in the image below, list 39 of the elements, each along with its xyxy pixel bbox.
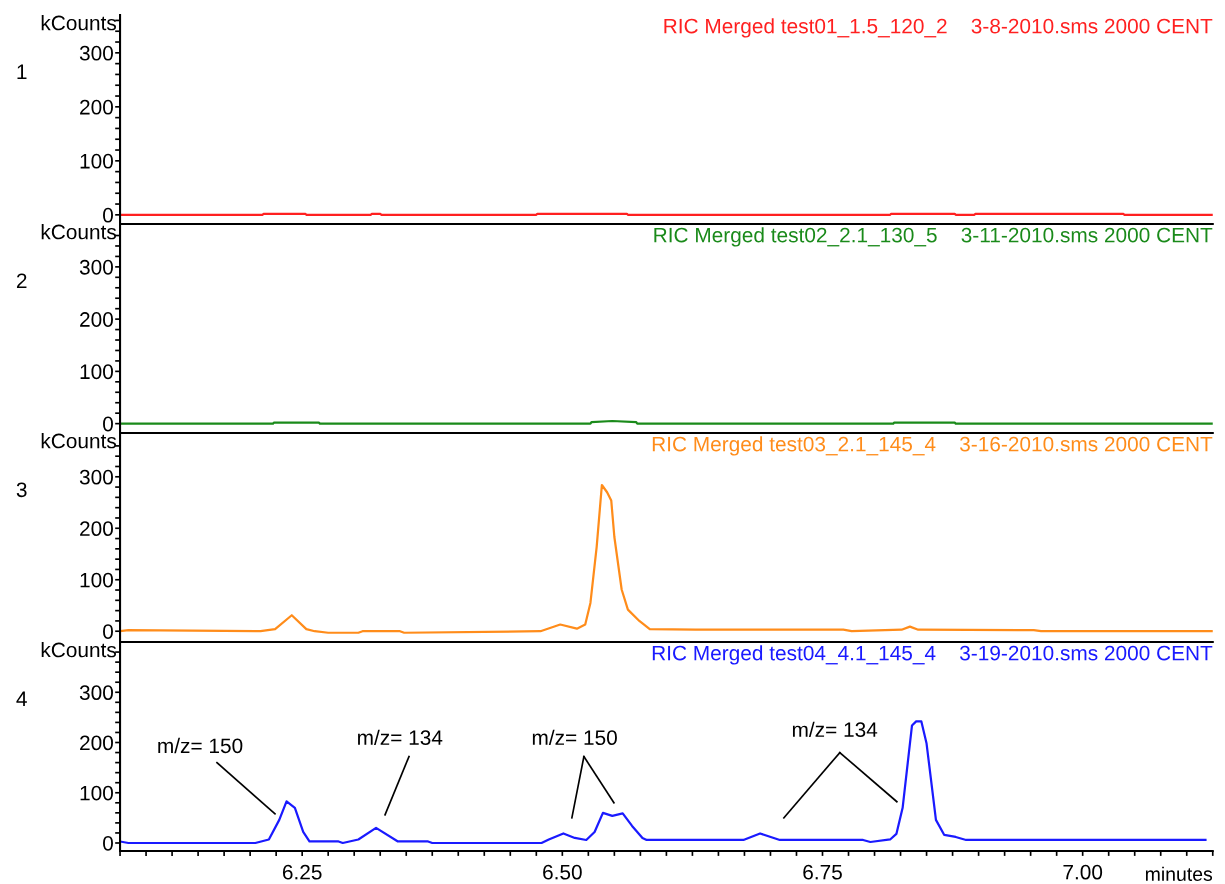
y-tick-label: 300 [79,45,113,61]
y-tick-label: 300 [79,685,113,701]
text: 4 [16,691,27,706]
y-axis-title: kCounts [41,433,117,449]
annotation: m/z= 150 [158,737,243,754]
y-tick-label: 100 [80,785,113,801]
chart-title: RIC Merged test04_4.1_145_4 3-19-2010.sms 2000 CENT [652,645,1213,665]
chart-title: RIC Merged test01_1.5_120_2 3-8-2010.sms 2000 CENT [664,18,1213,38]
y-tick-label: 200 [80,735,113,751]
x-tick-label: 6.50 [543,864,582,880]
line-series [120,483,1213,634]
x-tick-label: 7.00 [1063,864,1103,880]
y-axis-title: kCounts [41,224,117,240]
annotation: m/z= 134 [358,729,443,746]
text: 2 [16,273,27,288]
y-tick-label: 100 [80,572,113,588]
y-axis-title: kCounts [41,642,117,658]
annotation: m/z= 150 [532,729,617,746]
y-tick-label: 300 [79,259,113,275]
y-axis-title: kCounts [41,15,117,31]
y-tick-label: 200 [80,99,113,115]
line-series [120,720,1207,845]
x-tick-label: 6.75 [803,864,842,880]
chart-title: RIC Merged test03_2.1_145_4 3-16-2010.sms 2000 CENT [652,436,1213,456]
x-tick-label: 6.25 [282,864,322,880]
text: 1 [17,64,27,79]
text: 3 [16,482,27,498]
y-tick-label: 0 [103,207,113,223]
y-tick-label: 200 [80,312,113,327]
y-tick-label: 0 [103,416,113,432]
y-tick-label: 100 [80,153,113,169]
y-tick-label: 100 [80,364,113,380]
chart-title: RIC Merged test02_2.1_130_5 3-11-2010.sms 2000 CENT [654,227,1213,247]
y-tick-label: 0 [103,624,113,639]
x-axis-title: minutes [1145,866,1213,881]
y-tick-label: 200 [80,521,113,537]
y-tick-label: 300 [79,469,113,485]
y-tick-label: 0 [103,835,113,851]
annotation: m/z= 134 [792,721,878,738]
